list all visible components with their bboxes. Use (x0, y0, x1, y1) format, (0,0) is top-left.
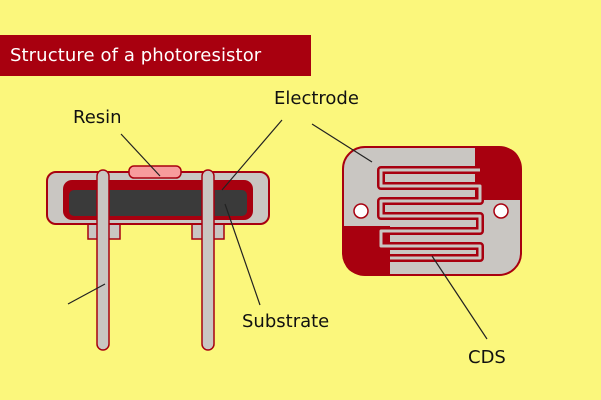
top-view (311, 123, 522, 340)
resin-bump (128, 165, 182, 179)
left-hole (353, 203, 369, 219)
left-lead (96, 169, 110, 351)
substrate-label: Substrate (242, 311, 329, 332)
title-banner: Structure of a photoresistor (0, 35, 311, 76)
side-view (46, 119, 283, 351)
resin-leader (120, 133, 161, 177)
resin-label: Resin (73, 107, 122, 128)
cds-leader (431, 255, 488, 340)
electrode-label: Electrode (274, 88, 359, 109)
right-hole (493, 203, 509, 219)
lead-leader (67, 283, 106, 305)
right-lead (201, 169, 215, 351)
page-title: Structure of a photoresistor (10, 45, 262, 66)
electrode-leader-top (311, 123, 373, 163)
cds-track-inner (379, 168, 482, 260)
cds-label: CDS (468, 347, 506, 368)
electrode-leader-side (221, 119, 283, 191)
top-right-electrode (475, 147, 521, 200)
substrate-leader (224, 203, 261, 306)
substrate-layer (69, 190, 247, 216)
